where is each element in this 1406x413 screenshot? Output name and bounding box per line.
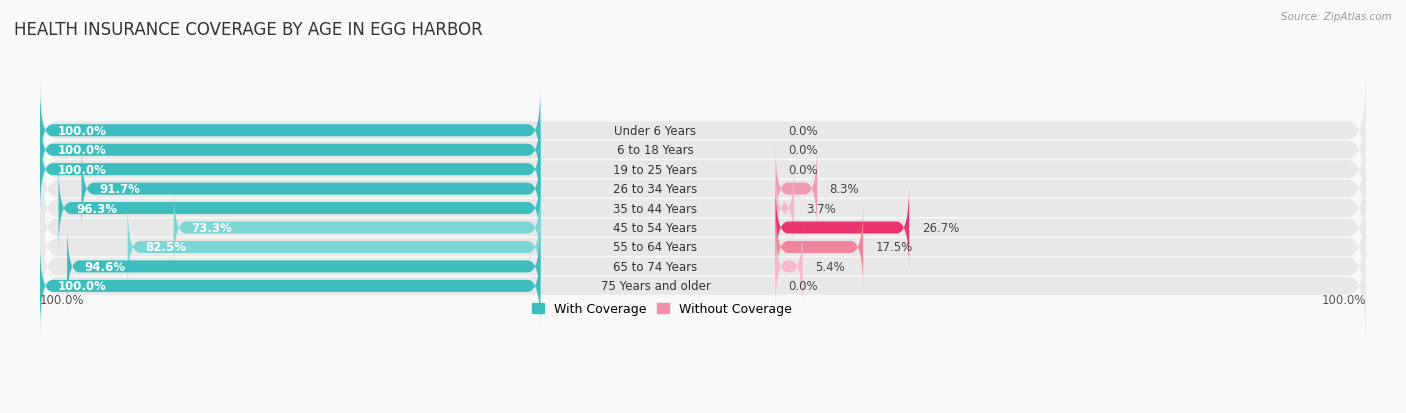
FancyBboxPatch shape (173, 185, 540, 271)
Text: 100.0%: 100.0% (58, 144, 107, 157)
Text: 55 to 64 Years: 55 to 64 Years (613, 241, 697, 254)
Text: Source: ZipAtlas.com: Source: ZipAtlas.com (1281, 12, 1392, 22)
FancyBboxPatch shape (776, 166, 794, 251)
FancyBboxPatch shape (776, 147, 817, 232)
FancyBboxPatch shape (39, 169, 1367, 287)
Text: 96.3%: 96.3% (76, 202, 117, 215)
FancyBboxPatch shape (39, 227, 1367, 345)
Text: 8.3%: 8.3% (830, 183, 859, 196)
Text: 73.3%: 73.3% (191, 221, 232, 235)
FancyBboxPatch shape (39, 111, 1367, 229)
FancyBboxPatch shape (776, 205, 863, 290)
Text: 6 to 18 Years: 6 to 18 Years (617, 144, 693, 157)
Text: 100.0%: 100.0% (1322, 293, 1367, 306)
FancyBboxPatch shape (39, 208, 1367, 326)
FancyBboxPatch shape (39, 108, 540, 193)
FancyBboxPatch shape (39, 244, 540, 329)
Text: 17.5%: 17.5% (876, 241, 912, 254)
Text: 3.7%: 3.7% (807, 202, 837, 215)
FancyBboxPatch shape (128, 205, 540, 290)
Text: HEALTH INSURANCE COVERAGE BY AGE IN EGG HARBOR: HEALTH INSURANCE COVERAGE BY AGE IN EGG … (14, 21, 482, 38)
Text: 75 Years and older: 75 Years and older (600, 280, 710, 293)
Text: 0.0%: 0.0% (787, 144, 818, 157)
Text: 45 to 54 Years: 45 to 54 Years (613, 221, 697, 235)
Text: 0.0%: 0.0% (787, 124, 818, 138)
FancyBboxPatch shape (39, 150, 1367, 268)
Text: 100.0%: 100.0% (58, 124, 107, 138)
FancyBboxPatch shape (39, 72, 1367, 190)
Legend: With Coverage, Without Coverage: With Coverage, Without Coverage (526, 297, 797, 320)
FancyBboxPatch shape (776, 185, 910, 271)
Text: 0.0%: 0.0% (787, 280, 818, 293)
Text: 65 to 74 Years: 65 to 74 Years (613, 260, 697, 273)
FancyBboxPatch shape (82, 147, 540, 232)
Text: 26 to 34 Years: 26 to 34 Years (613, 183, 697, 196)
FancyBboxPatch shape (776, 224, 803, 309)
Text: 91.7%: 91.7% (98, 183, 141, 196)
Text: 35 to 44 Years: 35 to 44 Years (613, 202, 697, 215)
Text: 100.0%: 100.0% (39, 293, 84, 306)
Text: 26.7%: 26.7% (922, 221, 959, 235)
Text: 94.6%: 94.6% (84, 260, 125, 273)
FancyBboxPatch shape (39, 88, 540, 173)
Text: 82.5%: 82.5% (145, 241, 186, 254)
FancyBboxPatch shape (59, 166, 540, 251)
FancyBboxPatch shape (39, 127, 540, 212)
Text: 0.0%: 0.0% (787, 163, 818, 176)
FancyBboxPatch shape (39, 130, 1367, 248)
FancyBboxPatch shape (67, 224, 540, 309)
Text: 100.0%: 100.0% (58, 163, 107, 176)
FancyBboxPatch shape (39, 188, 1367, 306)
Text: Under 6 Years: Under 6 Years (614, 124, 696, 138)
Text: 19 to 25 Years: 19 to 25 Years (613, 163, 697, 176)
FancyBboxPatch shape (39, 91, 1367, 209)
Text: 5.4%: 5.4% (815, 260, 845, 273)
Text: 100.0%: 100.0% (58, 280, 107, 293)
